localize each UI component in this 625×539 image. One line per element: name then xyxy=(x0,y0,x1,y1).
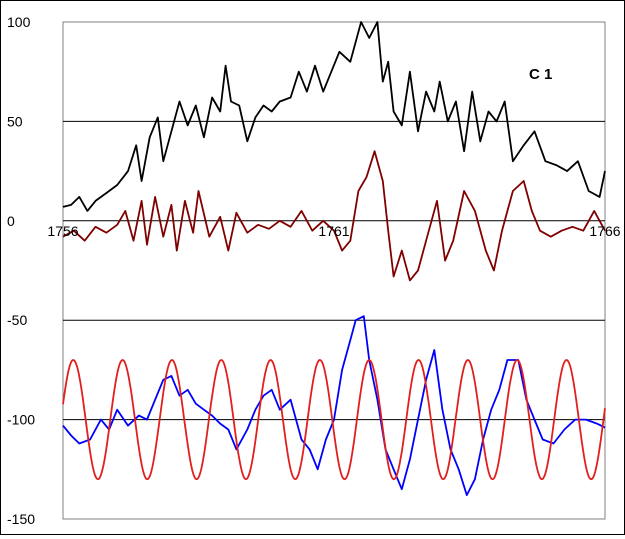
series-line-3 xyxy=(62,315,606,496)
y-tick-label: 50 xyxy=(7,113,23,129)
series-line-1 xyxy=(62,21,606,212)
series-group xyxy=(62,21,606,496)
x-tick-label: 1766 xyxy=(589,223,620,239)
y-tick-label: -100 xyxy=(7,412,35,428)
x-tick-label: 1756 xyxy=(47,223,78,239)
y-axis-tick-labels: 100 50 0 -50 -100 -150 xyxy=(7,14,35,527)
x-tick-label: 1761 xyxy=(318,223,349,239)
plot-area-border xyxy=(62,21,606,520)
chart-title: C 1 xyxy=(529,66,552,83)
y-tick-label: -150 xyxy=(7,511,35,527)
y-tick-label: -50 xyxy=(7,312,27,328)
x-axis-tick-labels: 1756 1761 1766 xyxy=(47,223,620,239)
series-line-4 xyxy=(62,359,606,481)
plot-area xyxy=(62,21,606,520)
y-tick-label: 0 xyxy=(7,213,15,229)
series-line-2 xyxy=(62,150,606,282)
y-tick-label: 100 xyxy=(7,14,31,30)
